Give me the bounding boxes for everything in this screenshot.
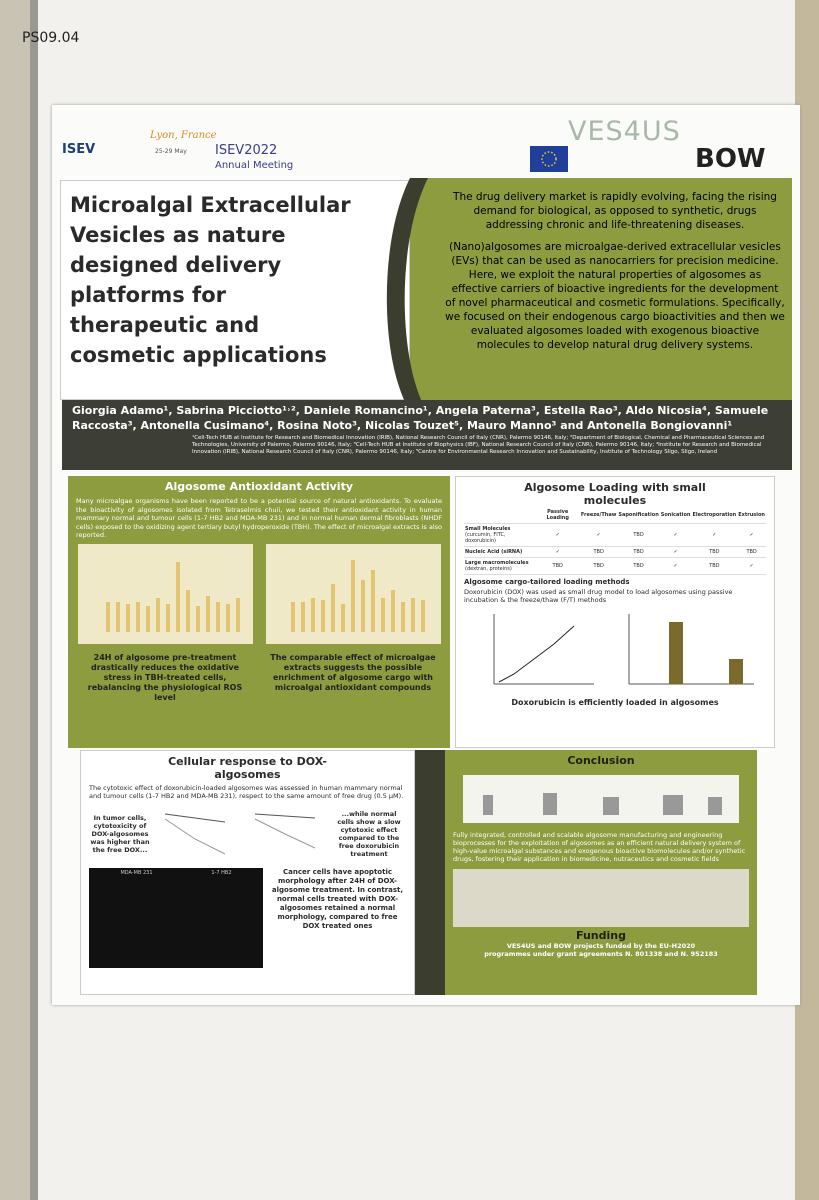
- note: ...while normal cells show a slow cytoto…: [337, 810, 401, 858]
- note: Cancer cells have apoptotic morphology a…: [271, 868, 404, 930]
- column-header: Electroporation: [691, 507, 738, 524]
- table-cell: ✓: [659, 523, 692, 547]
- caption: The comparable effect of microalgae extr…: [270, 652, 436, 692]
- cellular-panel: Cellular response to DOX-algosomes The c…: [80, 750, 415, 995]
- corner-cell: [464, 507, 536, 524]
- title: Microalgal Extracellular Vesicles as natu…: [70, 190, 390, 370]
- micrographs: MDA-MB 231 1-7 HB2: [89, 868, 263, 968]
- section-heading: Algosome Antioxidant Activity: [164, 480, 353, 493]
- row-name: Nucleic Acid (siRNA): [465, 549, 523, 555]
- section-text: Many microalgae organisms have been repo…: [76, 497, 442, 539]
- row-header: Nucleic Acid (siRNA): [464, 546, 536, 558]
- table-cell: TBD: [579, 546, 618, 558]
- affiliations: ¹Cell-Tech HUB at Institute for Research…: [192, 435, 765, 455]
- conclusion-panel: Conclusion Fully integrated, controlled …: [445, 750, 757, 995]
- table-cell: ✓: [535, 523, 580, 547]
- title-line: Vesicles as nature: [70, 223, 286, 247]
- meeting-sub: Annual Meeting: [215, 160, 294, 171]
- title-line: Microalgal Extracellular: [70, 193, 351, 217]
- table-row: Nucleic Acid (siRNA) ✓ TBD TBD ✓ TBD TBD: [464, 546, 766, 558]
- note: In tumor cells, cytotoxicity of DOX-algo…: [90, 814, 150, 854]
- table-cell: TBD: [617, 557, 660, 575]
- authors: Giorgia Adamo¹, Sabrina Picciotto¹˒², Da…: [72, 404, 769, 432]
- process-diagram: [463, 775, 739, 823]
- column-header: Freeze/Thaw: [579, 507, 618, 524]
- table-cell: TBD: [691, 546, 738, 558]
- intro: The drug delivery market is rapidly evol…: [445, 190, 785, 352]
- section-heading: Funding: [576, 929, 626, 942]
- table-cell: TBD: [691, 557, 738, 575]
- antioxidant-panel: Algosome Antioxidant Activity Many micro…: [68, 476, 450, 748]
- stripe: [386, 178, 428, 402]
- intro-p2: (Nano)algosomes are microalgae-derived e…: [445, 241, 785, 351]
- section-heading: Conclusion: [567, 754, 635, 767]
- partner-logo: BOW: [695, 144, 766, 174]
- isev-logo: ISEV: [62, 142, 96, 157]
- dox-charts: [493, 614, 754, 685]
- row-name: Large macromolecules: [465, 560, 529, 566]
- table-cell: ✓: [737, 523, 766, 547]
- city: Lyon, France: [150, 130, 217, 141]
- caption: 24H of algosome pre-treatment drasticall…: [87, 652, 243, 702]
- table-cell: TBD: [617, 523, 660, 547]
- authors-band: Giorgia Adamo¹, Sabrina Picciotto¹˒², Da…: [62, 400, 792, 470]
- loading-table: Passive Loading Freeze/Thaw Saponification…: [464, 507, 766, 575]
- section-text: Doxorubicin (DOX) was used as small drug…: [464, 588, 733, 604]
- section-heading: Algosome Loading with small molecules: [524, 481, 706, 507]
- intro-panel: [410, 178, 792, 402]
- table-cell: TBD: [535, 557, 580, 575]
- table-cell: ✓: [737, 557, 766, 575]
- section-text: The cytotoxic effect of doxorubicin-load…: [89, 784, 404, 800]
- table-row: Large macromolecules (dextran, proteins) T…: [464, 557, 766, 575]
- intro-p1: The drug delivery market is rapidly evol…: [453, 191, 777, 231]
- table-cell: ✓: [579, 523, 618, 547]
- table-header: Passive Loading Freeze/Thaw Saponification…: [464, 507, 766, 524]
- images: [453, 869, 749, 927]
- table-cell: ✓: [535, 546, 580, 558]
- title-line: cosmetic applications: [70, 343, 327, 367]
- title-line: therapeutic and: [70, 313, 260, 337]
- table-cell: ✓: [659, 546, 692, 558]
- panel-label: MDA-MB 231: [120, 870, 153, 876]
- column-header: Saponification: [617, 507, 660, 524]
- column-header: Extrusion: [737, 507, 766, 524]
- wall-left: [0, 0, 30, 1200]
- loading-panel: Algosome Loading with small molecules Pa…: [455, 476, 775, 748]
- table-row: Small Molecules (curcumin, FITC, doxorubi…: [464, 523, 766, 547]
- project-logo: VES4US: [568, 116, 681, 147]
- row-name: Small Molecules: [465, 526, 511, 532]
- dates: 25-29 May: [155, 148, 187, 155]
- table-cell: ✓: [659, 557, 692, 575]
- row-header: Small Molecules (curcumin, FITC, doxorubi…: [464, 523, 536, 547]
- title-panel: [60, 180, 410, 400]
- column-header: Passive Loading: [535, 507, 580, 524]
- title-line: designed delivery: [70, 253, 282, 277]
- row-detail: (curcumin, FITC, doxorubicin): [465, 532, 506, 544]
- row-detail: (dextran, proteins): [465, 566, 512, 572]
- title-line: platforms for: [70, 283, 226, 307]
- caption: Doxorubicin is efficiently loaded in alg…: [511, 698, 719, 707]
- panel-label: 1-7 HB2: [211, 870, 232, 876]
- stripe: [415, 750, 445, 995]
- subheading: Algosome cargo-tailored loading methods: [464, 578, 630, 586]
- table-cell: TBD: [737, 546, 766, 558]
- bar-charts: [78, 543, 441, 644]
- row-header: Large macromolecules (dextran, proteins): [464, 557, 536, 575]
- meeting: ISEV2022: [215, 143, 278, 158]
- poster-label: PS09.04: [22, 30, 80, 46]
- table-cell: TBD: [579, 557, 618, 575]
- section-text: Fully integrated, controlled and scalabl…: [453, 831, 746, 863]
- eu-flag: [530, 146, 568, 172]
- viability-charts: [164, 813, 316, 855]
- column-header: Sonication: [659, 507, 692, 524]
- section-heading: Cellular response to DOX-algosomes: [168, 755, 327, 781]
- table-cell: TBD: [617, 546, 660, 558]
- funding-text: VES4US and BOW projects funded by the EU…: [484, 942, 718, 958]
- table-cell: ✓: [691, 523, 738, 547]
